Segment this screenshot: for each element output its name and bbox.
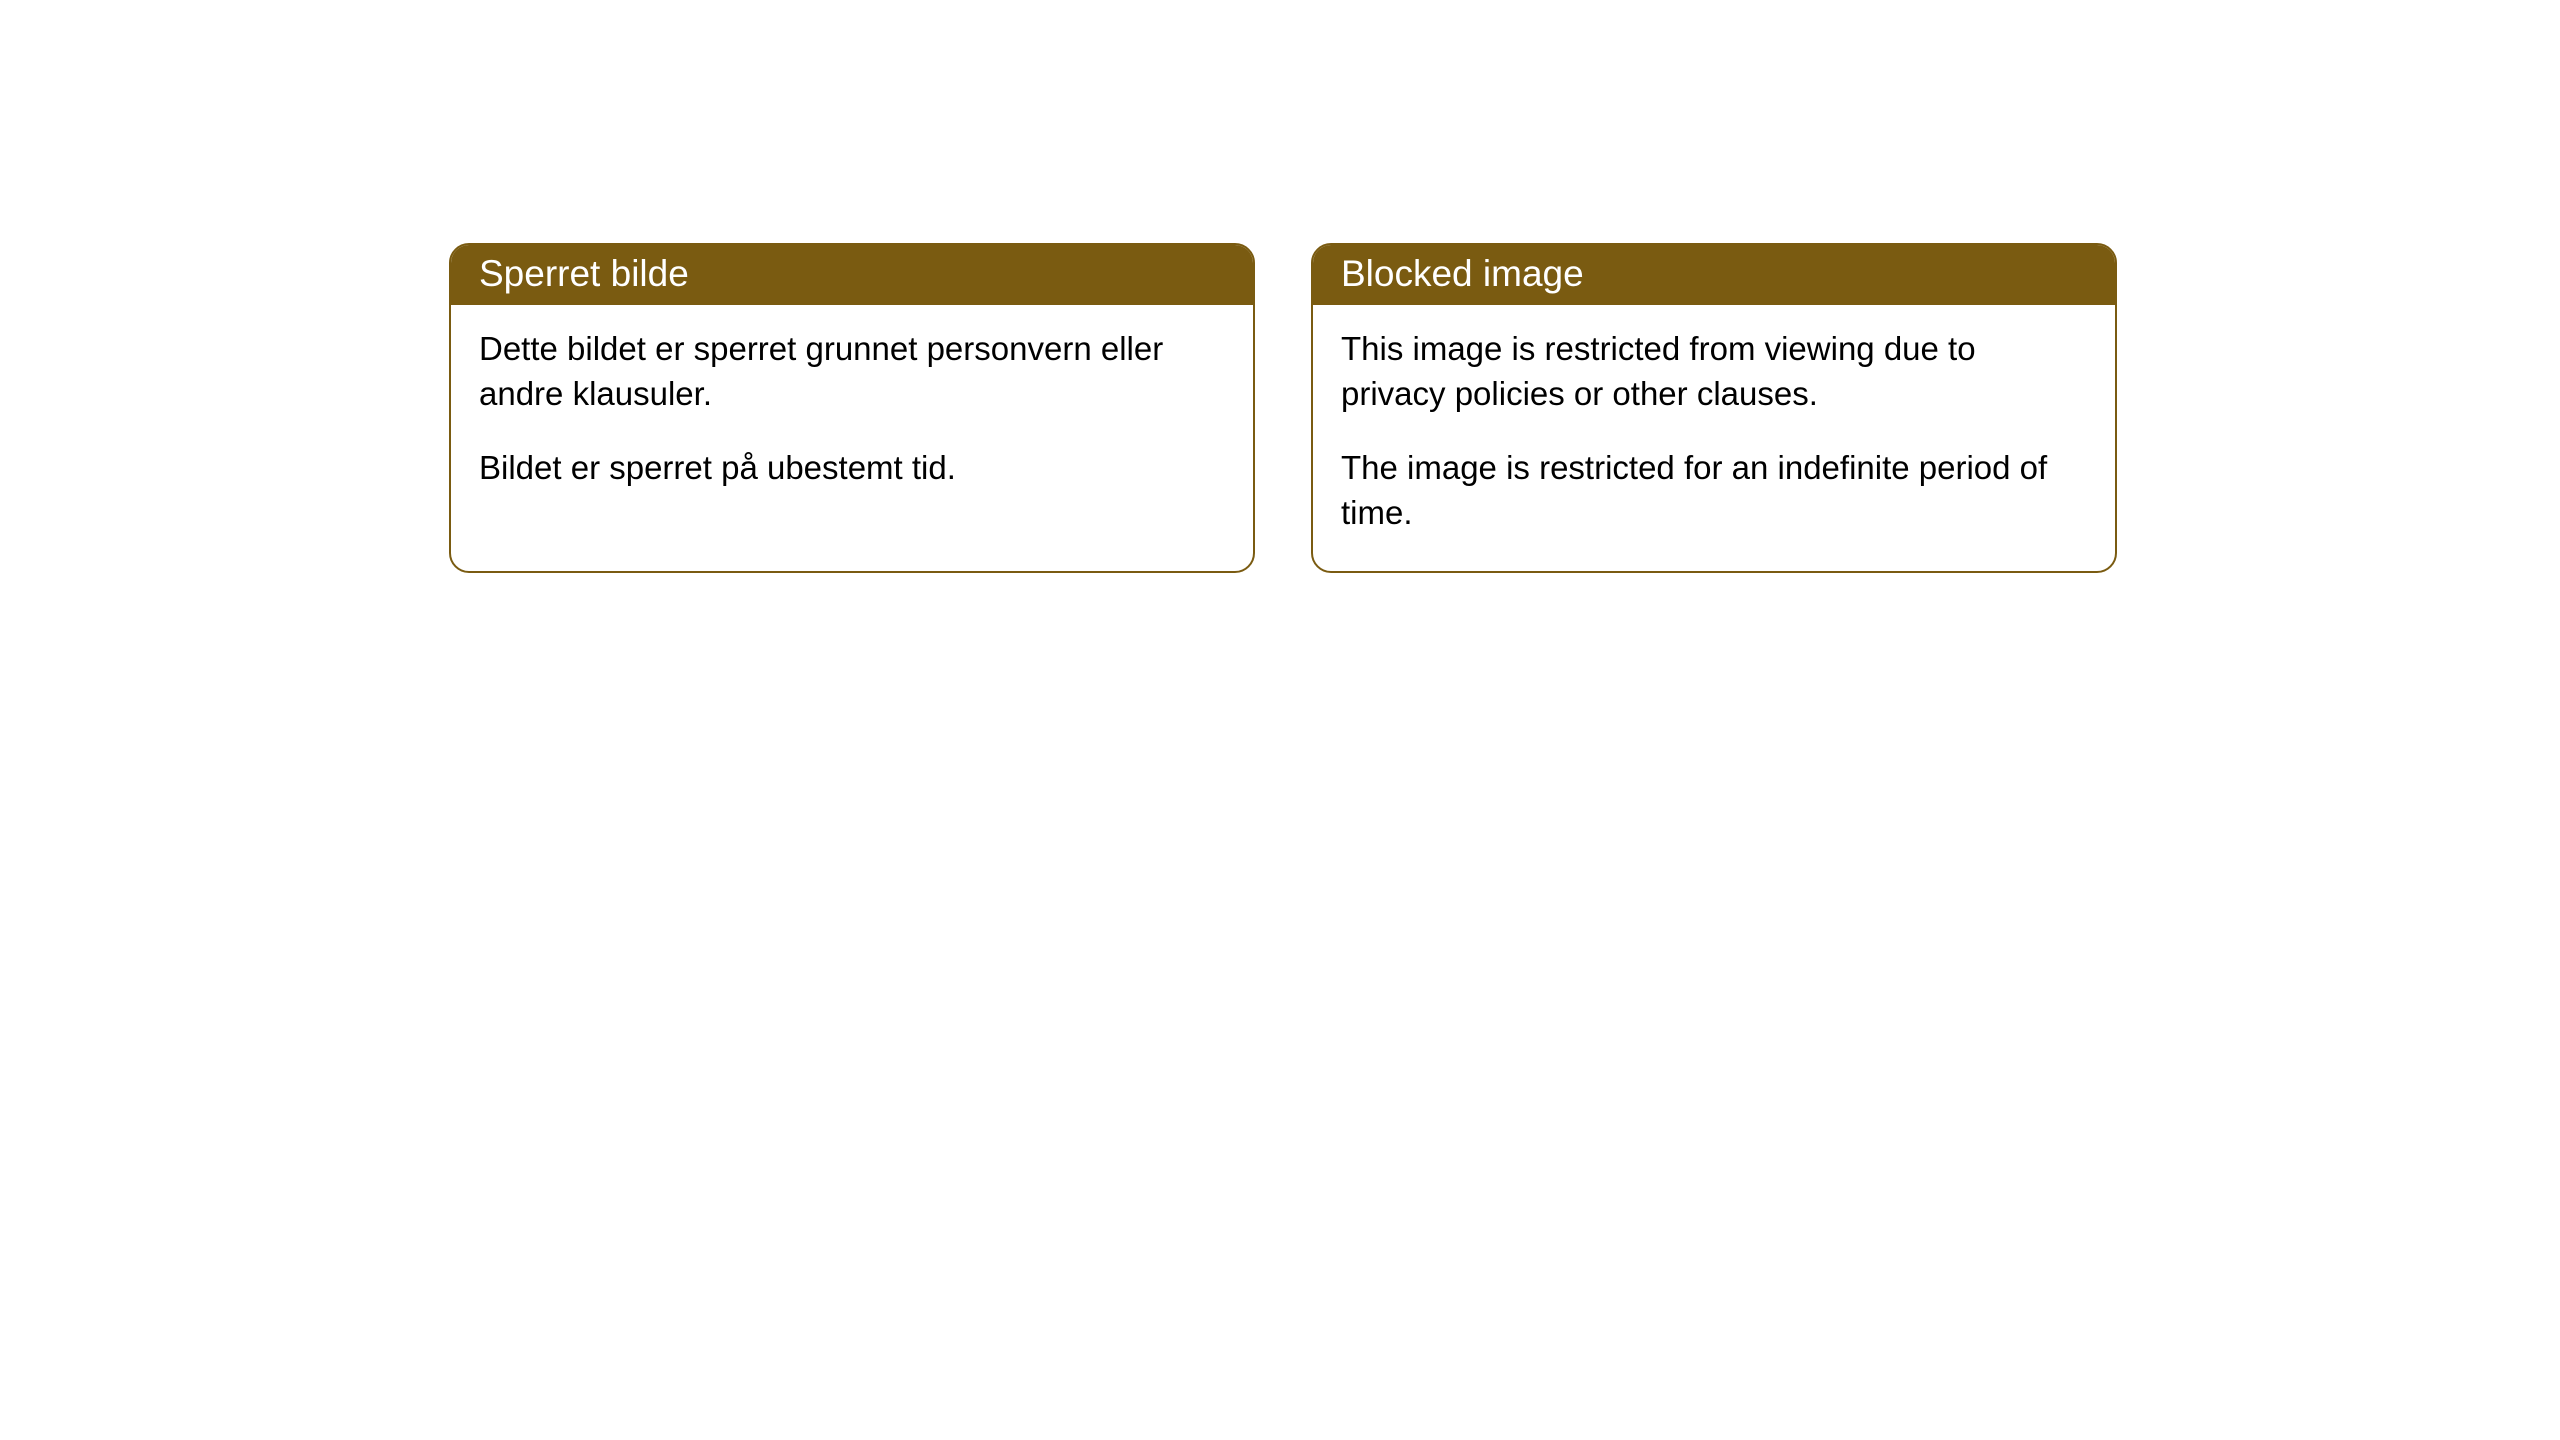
card-header-norwegian: Sperret bilde [451,245,1253,305]
cards-container: Sperret bilde Dette bildet er sperret gr… [449,243,2117,573]
card-norwegian: Sperret bilde Dette bildet er sperret gr… [449,243,1255,573]
card-paragraph: The image is restricted for an indefinit… [1341,446,2087,535]
card-paragraph: Bildet er sperret på ubestemt tid. [479,446,1225,491]
card-paragraph: Dette bildet er sperret grunnet personve… [479,327,1225,416]
card-english: Blocked image This image is restricted f… [1311,243,2117,573]
card-header-english: Blocked image [1313,245,2115,305]
card-body-english: This image is restricted from viewing du… [1313,305,2115,571]
card-body-norwegian: Dette bildet er sperret grunnet personve… [451,305,1253,527]
card-paragraph: This image is restricted from viewing du… [1341,327,2087,416]
